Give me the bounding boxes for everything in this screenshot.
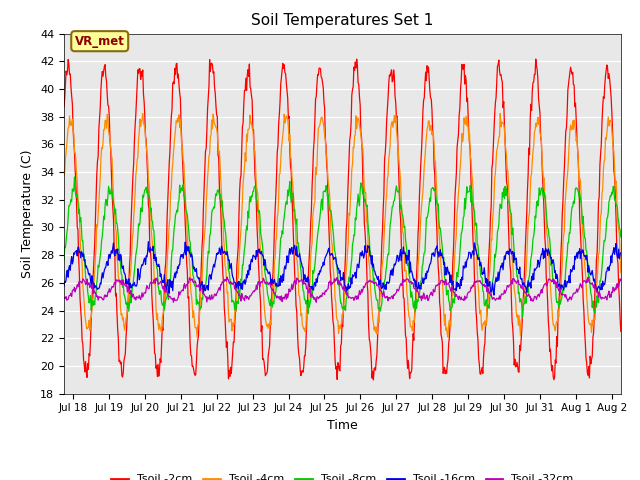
Tsoil -8cm	[415, 291, 423, 297]
Tsoil -8cm	[518, 314, 526, 320]
Tsoil -4cm	[416, 229, 424, 235]
Tsoil -4cm	[484, 301, 492, 307]
Tsoil -8cm	[483, 302, 491, 308]
Tsoil -32cm	[385, 295, 392, 300]
Tsoil -16cm	[617, 250, 625, 256]
Title: Soil Temperatures Set 1: Soil Temperatures Set 1	[252, 13, 433, 28]
Tsoil -32cm	[94, 297, 102, 303]
Line: Tsoil -32cm: Tsoil -32cm	[64, 277, 621, 302]
Tsoil -2cm	[384, 96, 392, 101]
Tsoil -32cm	[60, 295, 68, 301]
Tsoil -16cm	[384, 280, 392, 286]
Tsoil -2cm	[60, 104, 68, 109]
Tsoil -8cm	[384, 251, 392, 257]
Tsoil -4cm	[399, 231, 407, 237]
Tsoil -16cm	[94, 286, 102, 291]
Tsoil -8cm	[617, 234, 625, 240]
Tsoil -8cm	[95, 264, 102, 270]
Tsoil -8cm	[70, 174, 78, 180]
Tsoil -16cm	[145, 239, 152, 244]
Tsoil -2cm	[94, 154, 102, 159]
Tsoil -16cm	[490, 292, 498, 298]
Tsoil -4cm	[60, 173, 68, 179]
Line: Tsoil -4cm: Tsoil -4cm	[64, 113, 621, 337]
Tsoil -32cm	[223, 274, 231, 280]
Tsoil -2cm	[415, 193, 423, 199]
Tsoil -16cm	[541, 254, 548, 260]
Tsoil -4cm	[617, 270, 625, 276]
Tsoil -32cm	[484, 286, 492, 291]
Line: Tsoil -2cm: Tsoil -2cm	[64, 59, 621, 380]
Line: Tsoil -8cm: Tsoil -8cm	[64, 177, 621, 317]
Y-axis label: Soil Temperature (C): Soil Temperature (C)	[22, 149, 35, 278]
Tsoil -32cm	[416, 295, 424, 300]
Line: Tsoil -16cm: Tsoil -16cm	[64, 241, 621, 295]
Text: VR_met: VR_met	[75, 35, 125, 48]
Tsoil -16cm	[483, 284, 491, 290]
Tsoil -32cm	[617, 278, 625, 284]
Tsoil -16cm	[399, 250, 406, 256]
Tsoil -4cm	[385, 156, 392, 162]
Tsoil -32cm	[170, 300, 177, 305]
Tsoil -2cm	[617, 328, 625, 334]
Tsoil -32cm	[541, 281, 548, 287]
Tsoil -4cm	[193, 334, 201, 340]
Tsoil -4cm	[541, 196, 548, 202]
Tsoil -2cm	[483, 310, 491, 316]
Tsoil -2cm	[541, 234, 548, 240]
Tsoil -4cm	[94, 211, 102, 217]
Tsoil -8cm	[541, 192, 548, 198]
Tsoil -16cm	[60, 283, 68, 289]
Tsoil -32cm	[399, 279, 407, 285]
Tsoil -2cm	[532, 56, 540, 62]
Tsoil -2cm	[399, 276, 406, 281]
Tsoil -8cm	[399, 213, 406, 218]
Legend: Tsoil -2cm, Tsoil -4cm, Tsoil -8cm, Tsoil -16cm, Tsoil -32cm: Tsoil -2cm, Tsoil -4cm, Tsoil -8cm, Tsoi…	[107, 470, 578, 480]
Tsoil -4cm	[139, 110, 147, 116]
Tsoil -2cm	[369, 377, 377, 383]
Tsoil -16cm	[415, 286, 423, 292]
Tsoil -8cm	[60, 257, 68, 263]
X-axis label: Time: Time	[327, 419, 358, 432]
